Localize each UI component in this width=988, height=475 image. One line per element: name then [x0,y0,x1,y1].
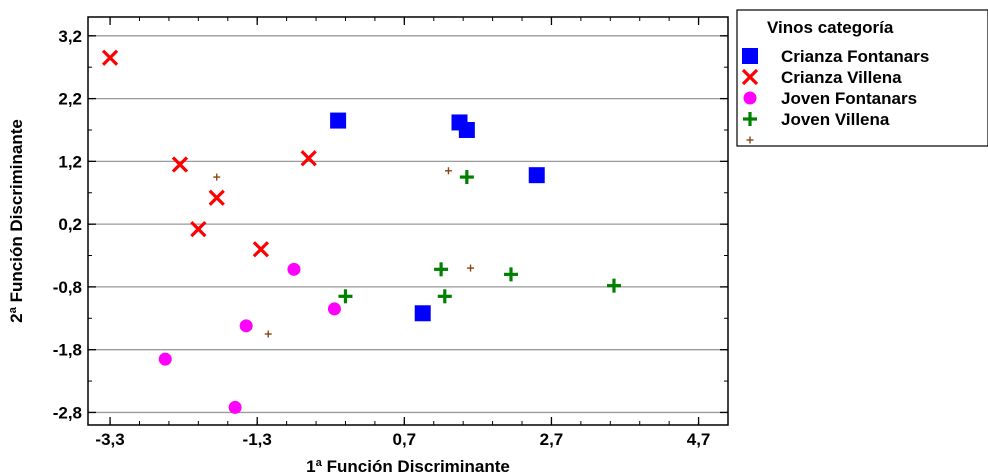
y-tick-label: 0,2 [58,215,82,234]
plot-frame [87,16,729,426]
data-point-series-1 [208,189,225,206]
x-tick-label: 0,7 [393,430,417,449]
data-point-series-2 [327,302,341,316]
y-tick-label: 1,2 [58,152,82,171]
legend-marker-0 [742,48,758,64]
axis-ticks [88,17,728,425]
legend-label: Crianza Fontanars [781,47,929,66]
legend-label: Joven Villena [781,110,890,129]
data-point-series-0 [528,167,545,184]
tick-labels: -2,8 -1,8 -0,8 0,2 1,2 2,2 3,2 -3,3 -1,3 0,7 2,7 4,… [53,27,711,449]
legend-marker-2 [743,91,757,105]
y-axis-title: 2ª Función Discriminante [7,119,26,323]
legend-marker-3 [743,112,757,126]
data-point-series-0 [330,112,347,129]
legend-label: Joven Fontanars [781,89,917,108]
data-point-series-3 [606,278,621,293]
legend: Vinos categoría Crianza FontanarsCrianza… [736,9,988,147]
y-tick-label: -1,8 [53,341,82,360]
y-tick-label: 3,2 [58,27,82,46]
x-tick-label: 4,7 [687,430,711,449]
data-point-series-1 [300,150,317,167]
data-point-series-4 [467,264,475,272]
data-point-series-2 [228,400,242,414]
data-point-series-4 [213,173,221,181]
data-point-series-4 [444,167,452,175]
legend-label: Crianza Villena [781,68,902,87]
data-point-series-1 [101,49,119,66]
data-point-series-3 [437,289,452,304]
data-points [101,49,621,414]
legend-title: Vinos categoría [767,18,894,37]
y-tick-label: -0,8 [53,278,82,297]
data-point-series-3 [434,262,449,277]
data-point-series-1 [190,221,207,238]
gridlines [88,35,728,414]
x-tick-label: -3,3 [95,430,124,449]
data-point-series-0 [414,305,431,322]
data-point-series-2 [287,262,301,276]
data-point-series-2 [158,352,172,366]
data-point-series-1 [171,156,189,173]
data-point-series-3 [459,170,474,185]
legend-marker-1 [741,68,759,86]
x-axis-title: 1ª Función Discriminante [306,457,510,475]
data-point-series-4 [264,330,272,338]
legend-items: Crianza Fontanars Crianza Villena Joven Fo… [741,47,929,144]
data-point-series-3 [338,289,353,304]
y-tick-label: -2,8 [53,403,82,422]
data-point-series-0 [458,121,475,138]
data-point-series-2 [239,319,253,333]
legend-box [736,9,988,147]
data-point-series-3 [503,267,518,282]
legend-marker-4 [746,136,754,144]
x-tick-label: 2,7 [540,430,564,449]
x-tick-label: -1,3 [243,430,272,449]
data-point-series-1 [252,241,270,258]
y-tick-label: 2,2 [58,90,82,109]
